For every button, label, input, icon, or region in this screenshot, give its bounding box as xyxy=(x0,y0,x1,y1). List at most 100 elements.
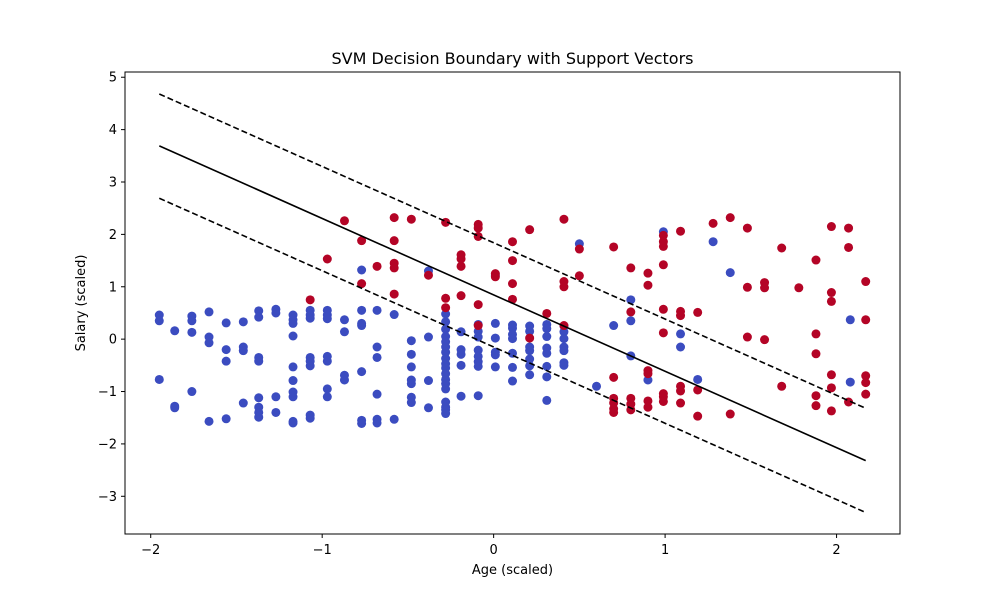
data-point-class-1 xyxy=(441,303,451,313)
data-point-class-1 xyxy=(322,254,332,264)
data-point-class-1 xyxy=(574,271,584,281)
data-point-class-1 xyxy=(708,218,718,228)
data-point-class-0 xyxy=(490,318,500,328)
data-point-class-0 xyxy=(542,361,552,371)
data-point-class-1 xyxy=(861,277,871,287)
data-point-class-1 xyxy=(693,385,703,395)
data-point-class-1 xyxy=(456,291,466,301)
y-axis-ticks: −3 −2 −1 0 1 2 3 4 5 xyxy=(98,71,125,505)
data-point-class-0 xyxy=(609,321,619,331)
data-point-class-1 xyxy=(626,263,636,273)
data-point-class-0 xyxy=(406,336,416,346)
data-point-class-1 xyxy=(826,406,836,416)
data-point-class-1 xyxy=(508,279,517,289)
x-axis-ticks: −2 −1 0 1 2 xyxy=(141,534,841,558)
data-point-class-0 xyxy=(542,348,552,358)
data-point-class-1 xyxy=(811,391,821,401)
data-point-class-0 xyxy=(339,315,349,325)
data-point-class-1 xyxy=(693,411,703,421)
data-point-class-1 xyxy=(826,296,836,306)
data-point-class-1 xyxy=(574,244,584,254)
data-point-class-1 xyxy=(643,268,653,278)
data-point-class-1 xyxy=(676,226,686,236)
data-point-class-1 xyxy=(725,213,735,223)
data-points xyxy=(154,213,871,428)
data-point-class-1 xyxy=(861,378,871,388)
data-point-class-1 xyxy=(456,261,466,271)
data-point-class-0 xyxy=(254,306,264,316)
data-point-class-0 xyxy=(322,356,332,366)
data-point-class-1 xyxy=(542,308,552,318)
data-point-class-1 xyxy=(525,333,535,343)
data-point-class-0 xyxy=(441,309,451,319)
data-point-class-0 xyxy=(508,323,517,333)
y-tick-label: −2 xyxy=(98,437,117,452)
data-point-class-1 xyxy=(658,241,668,251)
data-point-class-0 xyxy=(288,362,298,372)
data-point-class-1 xyxy=(441,293,451,303)
data-point-class-0 xyxy=(204,307,214,317)
data-point-class-0 xyxy=(525,346,535,356)
data-point-class-0 xyxy=(357,321,367,331)
x-tick-label: 2 xyxy=(832,543,840,558)
data-point-class-1 xyxy=(742,332,752,342)
data-point-class-1 xyxy=(508,256,517,266)
data-point-class-1 xyxy=(609,372,619,382)
data-point-class-0 xyxy=(676,342,686,352)
data-point-class-1 xyxy=(811,255,821,265)
data-point-class-1 xyxy=(742,282,752,292)
decision-boundary-line xyxy=(158,145,867,462)
data-point-class-0 xyxy=(441,384,451,394)
data-point-class-1 xyxy=(861,315,871,325)
data-point-class-1 xyxy=(423,270,433,280)
data-point-class-1 xyxy=(676,311,686,321)
data-point-class-0 xyxy=(288,331,298,341)
data-point-class-0 xyxy=(525,370,535,380)
data-point-class-1 xyxy=(658,260,668,270)
data-point-class-1 xyxy=(725,409,735,419)
data-point-class-0 xyxy=(473,361,483,371)
data-point-class-1 xyxy=(676,386,686,396)
data-point-class-0 xyxy=(221,356,231,366)
data-point-class-1 xyxy=(826,383,836,393)
x-tick-label: 0 xyxy=(489,543,497,558)
data-point-class-0 xyxy=(845,315,855,325)
data-point-class-0 xyxy=(357,367,367,377)
data-point-class-0 xyxy=(490,362,500,372)
data-point-class-0 xyxy=(288,318,298,328)
data-point-class-1 xyxy=(811,329,821,339)
data-point-class-0 xyxy=(305,361,315,371)
x-tick-label: −1 xyxy=(313,543,332,558)
data-point-class-1 xyxy=(339,216,349,226)
data-point-class-0 xyxy=(423,376,433,386)
data-point-class-1 xyxy=(693,307,703,317)
data-point-class-0 xyxy=(238,317,248,327)
data-point-class-0 xyxy=(525,326,535,336)
y-tick-label: −3 xyxy=(98,490,117,505)
data-point-class-0 xyxy=(542,395,552,405)
data-point-class-0 xyxy=(322,314,332,324)
data-point-class-0 xyxy=(372,418,382,428)
data-point-class-0 xyxy=(154,316,164,326)
data-point-class-0 xyxy=(339,375,349,385)
data-point-class-1 xyxy=(826,222,836,232)
data-point-class-1 xyxy=(456,254,466,264)
data-point-class-1 xyxy=(760,283,770,293)
y-tick-label: 2 xyxy=(109,228,117,243)
data-point-class-0 xyxy=(187,327,197,337)
data-point-class-0 xyxy=(372,305,382,315)
chart-title: SVM Decision Boundary with Support Vecto… xyxy=(331,49,693,68)
y-tick-label: −1 xyxy=(98,385,117,400)
data-point-class-0 xyxy=(441,347,451,357)
data-point-class-1 xyxy=(389,289,399,299)
x-tick-label: 1 xyxy=(661,543,669,558)
data-point-class-0 xyxy=(305,413,315,423)
data-point-class-0 xyxy=(271,392,281,402)
data-point-class-0 xyxy=(372,342,382,352)
data-point-class-0 xyxy=(490,350,500,360)
data-point-class-1 xyxy=(826,288,836,298)
data-point-class-0 xyxy=(490,333,500,343)
data-point-class-0 xyxy=(441,409,451,419)
data-point-class-1 xyxy=(626,307,636,317)
